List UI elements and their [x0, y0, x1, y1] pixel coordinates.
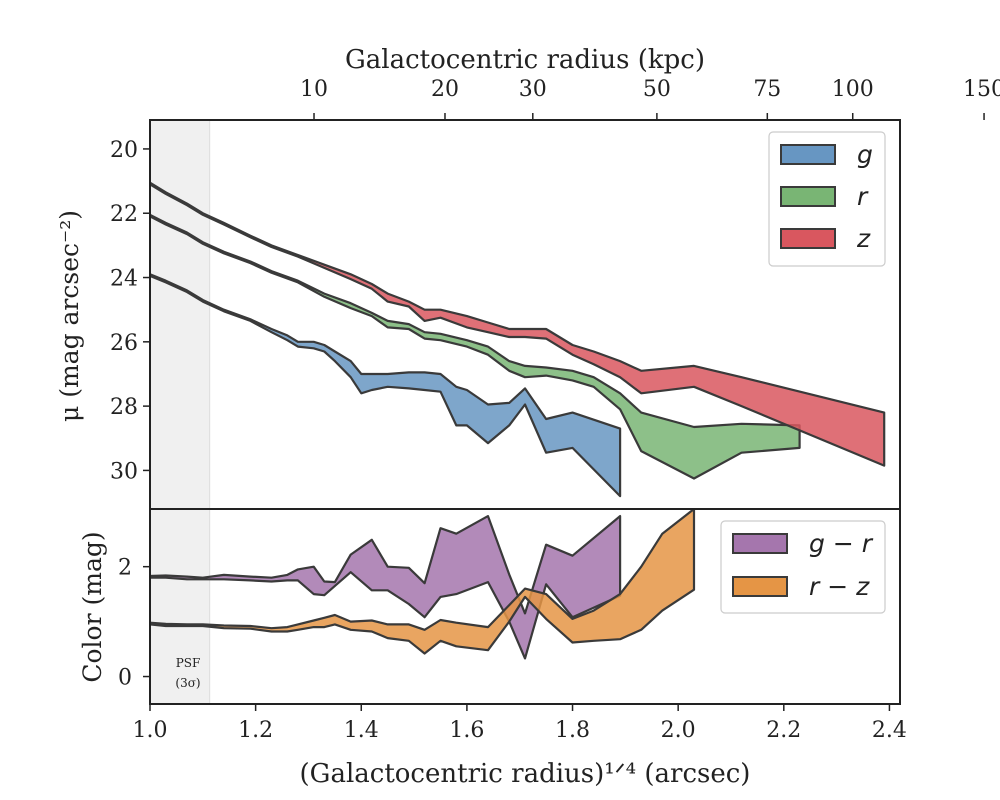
top-ytick-label: 26	[110, 331, 138, 356]
bottom-panel-frame	[149, 508, 901, 705]
xtick-label: 1.6	[449, 718, 484, 743]
bottom-legend: g − r r − z	[720, 520, 886, 614]
legend-entry-label: g − r	[809, 529, 874, 558]
legend-swatch	[732, 533, 788, 554]
top-ytick-label: 24	[110, 267, 138, 292]
series-band-r-group	[150, 213, 801, 480]
bottom-x-axis-label: (Galactocentric radius)¹ᐟ⁴ (arcsec)	[300, 759, 751, 789]
kpc-tick-label: 150	[963, 77, 1000, 102]
bottom-ytick-label: 2	[118, 556, 132, 581]
series-band-g	[150, 273, 622, 498]
bottom-y-axis-label: Color (mag)	[78, 531, 107, 682]
legend-entry-label: z	[856, 224, 871, 253]
kpc-tick-label: 30	[519, 77, 547, 102]
legend-entry-label: r	[857, 182, 869, 211]
series-band-z	[150, 181, 886, 467]
psf-label-line1: PSF	[176, 656, 201, 670]
series-band-r	[150, 213, 801, 480]
top-ytick-label: 22	[110, 202, 138, 227]
legend-entry-label: r − z	[809, 572, 870, 601]
xtick-label: 2.0	[661, 718, 696, 743]
top-ytick-label: 30	[110, 459, 138, 484]
xtick-label: 2.2	[766, 718, 801, 743]
series-band-r-minus-z-group	[150, 509, 696, 655]
legend-swatch	[780, 144, 836, 165]
xtick-label: 1.0	[133, 718, 168, 743]
series-band-g-group	[150, 273, 622, 498]
legend-entry-label: g	[857, 140, 873, 169]
top-legend: grz	[768, 131, 886, 267]
top-x-axis-label: Galactocentric radius (kpc)	[345, 45, 705, 75]
legend-swatch	[780, 186, 836, 207]
kpc-tick-label: 20	[431, 77, 459, 102]
xtick-label: 1.2	[238, 718, 273, 743]
series-band-z-group	[150, 181, 886, 467]
kpc-tick-label: 100	[832, 77, 874, 102]
legend-swatch	[780, 228, 836, 249]
xtick-label: 2.4	[872, 718, 907, 743]
kpc-tick-label: 50	[643, 77, 671, 102]
top-y-axis-label: μ (mag arcsec⁻²)	[55, 210, 84, 422]
kpc-tick-label: 10	[300, 77, 328, 102]
xtick-label: 1.4	[344, 718, 379, 743]
xtick-label: 1.8	[555, 718, 590, 743]
top-ytick-label: 28	[110, 395, 138, 420]
series-band-r-minus-z	[150, 509, 696, 655]
psf-shade-region	[150, 120, 210, 704]
kpc-tick-label: 75	[753, 77, 781, 102]
psf-label-line2: (3σ)	[175, 676, 200, 690]
legend-swatch	[732, 576, 788, 597]
top-ytick-label: 20	[110, 138, 138, 163]
bottom-ytick-label: 0	[118, 666, 132, 691]
